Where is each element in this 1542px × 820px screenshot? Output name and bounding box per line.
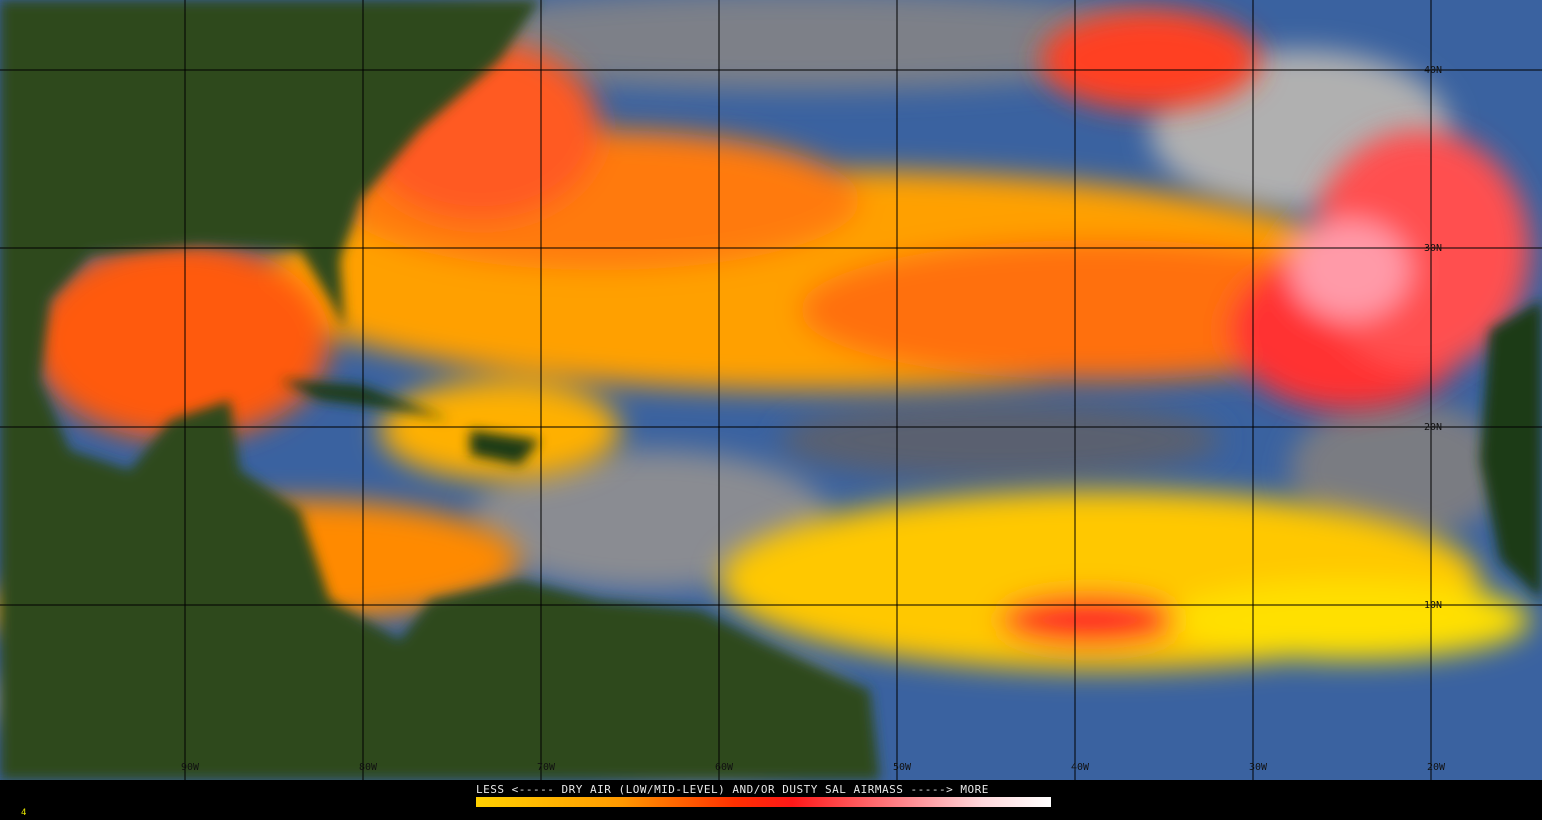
grid-labels: 90W 80W 70W 60W 50W 40W 30W 20W 40N 30N 20N 10N xyxy=(181,65,1446,773)
product-time: 18:00 UTC xyxy=(725,808,781,819)
product-name: GOES-EAST: SAHARAN AIR LAYER TRACKING PR… xyxy=(425,808,696,819)
latitude-label: 40N xyxy=(1424,65,1442,76)
frame-number: 4 xyxy=(21,808,27,818)
dry-air-layer xyxy=(0,10,1530,670)
longitude-label: 50W xyxy=(893,762,912,773)
longitude-label: 80W xyxy=(359,762,378,773)
product-date: 17 APRIL 2026 xyxy=(810,808,889,819)
longitude-label: 40W xyxy=(1071,762,1090,773)
longitude-label: 30W xyxy=(1249,762,1268,773)
lat-lon-grid xyxy=(0,0,1542,780)
latitude-label: 30N xyxy=(1424,243,1442,254)
product-info: GOES-EAST: SAHARAN AIR LAYER TRACKING PR… xyxy=(425,808,1051,819)
longitude-label: 70W xyxy=(537,762,556,773)
longitude-label: 90W xyxy=(181,762,200,773)
sal-satellite-map: 90W 80W 70W 60W 50W 40W 30W 20W 40N 30N 20N 10N xyxy=(0,0,1542,780)
land-masses xyxy=(0,0,1542,780)
latitude-label: 20N xyxy=(1424,422,1442,433)
longitude-label: 60W xyxy=(715,762,734,773)
longitude-label: 20W xyxy=(1427,762,1446,773)
latitude-label: 10N xyxy=(1424,600,1442,611)
product-credit: UW-CIMSS/NOAA-HRD xyxy=(918,808,1021,819)
legend-footer: LESS <----- DRY AIR (LOW/MID-LEVEL) AND/… xyxy=(0,780,1542,820)
legend-color-bar xyxy=(476,797,1051,807)
legend-title: LESS <----- DRY AIR (LOW/MID-LEVEL) AND/… xyxy=(476,783,989,796)
